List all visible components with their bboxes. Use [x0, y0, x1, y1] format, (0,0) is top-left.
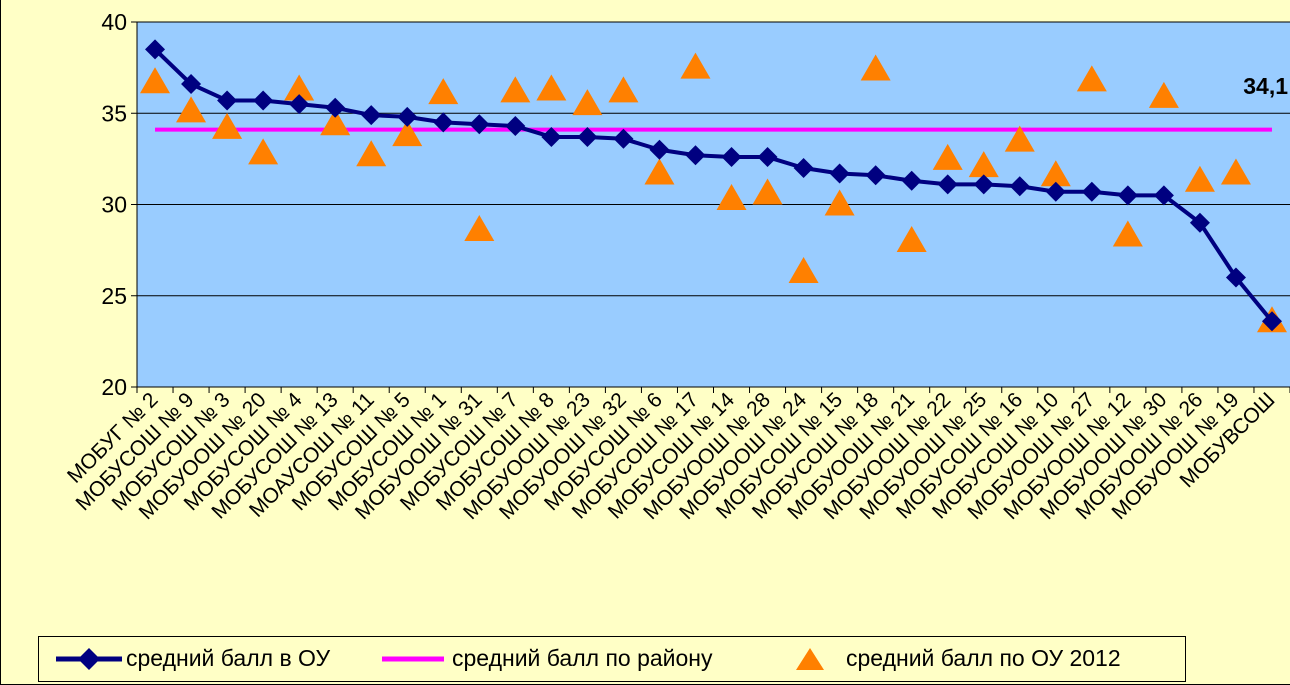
point-2012-triangle: [572, 89, 603, 116]
school-average-diamond: [1081, 181, 1102, 202]
school-average-diamond: [469, 114, 490, 135]
point-2012-triangle: [752, 178, 783, 205]
legend: [38, 636, 1186, 682]
school-average-diamond: [289, 94, 310, 115]
school-average-diamond: [685, 145, 706, 166]
point-2012-triangle: [860, 54, 891, 81]
series-layer: [140, 39, 1287, 333]
point-2012-triangle: [680, 52, 711, 79]
point-2012-triangle: [1004, 125, 1035, 152]
school-average-diamond: [973, 174, 994, 195]
point-2012-triangle: [644, 158, 675, 185]
school-average-diamond: [1189, 212, 1210, 233]
school-average-diamond: [1045, 181, 1066, 202]
school-average-diamond: [325, 97, 346, 118]
point-2012-triangle: [428, 78, 459, 105]
point-2012-triangle: [1112, 220, 1143, 247]
y-tick-label: 20: [101, 374, 127, 400]
school-average-diamond: [1117, 185, 1138, 206]
school-average-diamond: [865, 165, 886, 186]
point-2012-triangle: [896, 226, 927, 252]
school-average-diamond: [901, 170, 922, 191]
point-2012-triangle: [788, 257, 819, 284]
school-average-diamond: [181, 74, 202, 95]
point-2012-triangle: [284, 74, 315, 101]
school-average-diamond: [505, 116, 526, 137]
point-2012-triangle: [968, 151, 999, 178]
point-2012-triangle: [176, 96, 207, 123]
school-average-diamond: [937, 174, 958, 195]
legend-marker-avg-school: [56, 648, 122, 670]
point-2012-triangle: [716, 184, 747, 211]
school-average-diamond: [613, 128, 634, 149]
y-tick-label: 40: [101, 9, 127, 35]
y-tick-label: 25: [101, 283, 127, 309]
point-2012-triangle: [608, 76, 639, 103]
school-average-diamond: [433, 112, 454, 133]
point-2012-triangle: [932, 143, 963, 170]
point-2012-triangle: [1148, 81, 1179, 108]
point-2012-triangle: [500, 76, 531, 103]
school-average-diamond: [1261, 311, 1282, 332]
district-average-label: 34,1: [1243, 73, 1288, 99]
legend-label-avg-school: средний балл в ОУ: [126, 645, 331, 671]
school-average-diamond: [1009, 176, 1030, 197]
point-2012-triangle: [392, 120, 423, 147]
y-tick-label: 30: [101, 192, 127, 218]
school-average-diamond: [253, 90, 274, 111]
y-axis: 20 25 30 35 40: [101, 9, 138, 400]
school-average-diamond: [541, 126, 562, 147]
point-2012-triangle: [464, 215, 495, 242]
school-average-diamond: [829, 163, 850, 184]
point-2012-triangle: [824, 189, 855, 216]
legend-label-avg-2012: средний балл по ОУ 2012: [846, 645, 1121, 671]
school-average-diamond: [397, 106, 418, 127]
school-average-diamond: [145, 39, 166, 60]
point-2012-triangle: [536, 74, 567, 101]
point-2012-triangle: [140, 67, 171, 94]
point-2012-triangle: [1076, 65, 1107, 92]
legend-label-avg-district: средний балл по району: [452, 645, 713, 671]
school-average-diamond: [649, 139, 670, 160]
legend-marker-avg-2012: [796, 648, 824, 670]
point-2012-triangle: [320, 109, 351, 136]
point-2012-triangle: [1040, 160, 1071, 187]
frame-left-edge: [0, 0, 1, 685]
school-average-diamond: [721, 147, 742, 168]
school-average-diamond: [577, 126, 598, 147]
point-2012-triangle: [212, 112, 243, 139]
school-average-diamond: [361, 105, 382, 126]
point-2012-triangle: [356, 140, 387, 167]
point-2012-triangle: [1184, 165, 1215, 192]
y-tick-label: 35: [101, 100, 127, 126]
school-average-diamond: [793, 158, 814, 178]
point-2012-triangle: [1220, 158, 1251, 185]
school-average-diamond: [757, 147, 778, 168]
school-average-diamond: [217, 90, 238, 111]
school-average-diamond: [1225, 267, 1246, 288]
legend-marker-avg-district: [382, 656, 444, 662]
point-2012-triangle: [248, 138, 279, 165]
gridlines: [137, 21, 1290, 297]
school-average-diamond: [1153, 185, 1174, 206]
